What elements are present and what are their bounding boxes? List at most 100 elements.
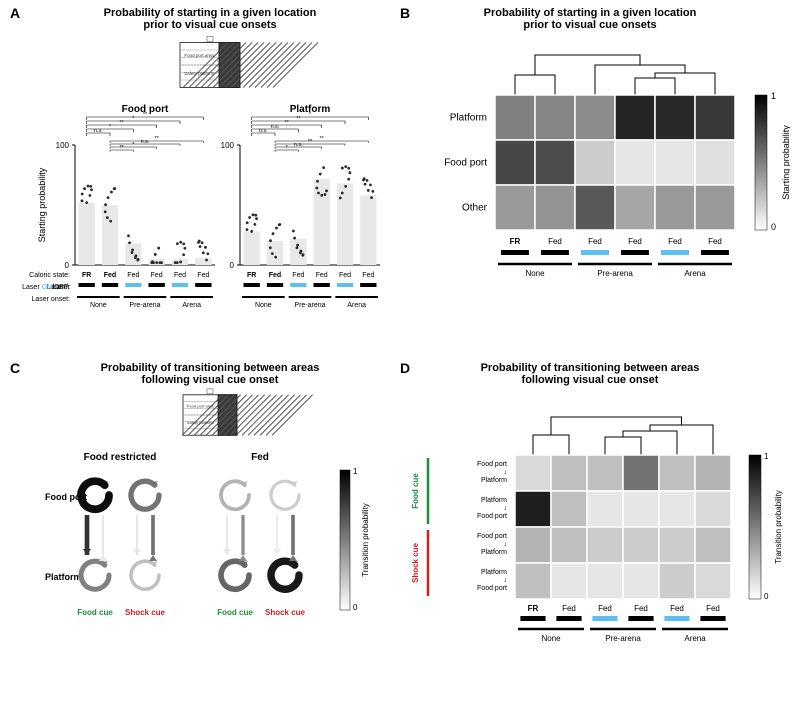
svg-text:Fed: Fed — [588, 237, 602, 246]
svg-text:Fed: Fed — [670, 604, 684, 613]
svg-text:Food cue: Food cue — [411, 473, 420, 509]
svg-text:FR: FR — [510, 237, 521, 246]
svg-text:0: 0 — [353, 603, 358, 612]
svg-text:Caloric state:: Caloric state: — [29, 272, 70, 279]
panel-c-title: Probability of transitioning between are… — [50, 362, 370, 386]
panel-b: B Probability of starting in a given loc… — [400, 5, 790, 345]
svg-text:Fed: Fed — [197, 272, 209, 279]
svg-text:Fed: Fed — [104, 272, 116, 279]
svg-text:Food port area: Food port area — [187, 404, 214, 409]
svg-text:Fed: Fed — [127, 272, 139, 279]
svg-text:Platform: Platform — [481, 569, 507, 576]
svg-text:Transition probability: Transition probability — [361, 503, 370, 577]
svg-text:Platform: Platform — [481, 549, 507, 556]
svg-text:Arena: Arena — [347, 302, 366, 309]
svg-text:Other: Other — [462, 203, 488, 214]
svg-text:Pre-arena: Pre-arena — [597, 269, 633, 278]
panel-c: C Probability of transitioning between a… — [10, 360, 390, 700]
svg-text:Fed: Fed — [251, 452, 269, 463]
svg-text:Food port area: Food port area — [184, 53, 214, 58]
svg-text:Food port: Food port — [444, 158, 487, 169]
svg-text:Food port: Food port — [477, 461, 507, 468]
svg-text:Food port: Food port — [477, 533, 507, 540]
svg-text:0: 0 — [230, 261, 235, 270]
svg-text:Food restricted: Food restricted — [84, 452, 157, 463]
svg-text:Arena: Arena — [684, 269, 706, 278]
svg-text:Safety platform: Safety platform — [187, 420, 215, 425]
svg-text:↓: ↓ — [504, 469, 508, 476]
svg-text:↓: ↓ — [504, 541, 508, 548]
svg-text:Fed: Fed — [269, 272, 281, 279]
panel-d-label: D — [400, 360, 410, 376]
svg-text:n.s.: n.s. — [294, 142, 303, 148]
svg-text:1: 1 — [764, 452, 769, 461]
svg-text:Shock cue: Shock cue — [411, 542, 420, 583]
svg-text:↓: ↓ — [504, 577, 508, 584]
svg-text:100: 100 — [221, 141, 235, 150]
panel-d-svg: Food port↓PlatformPlatform↓Food portFood… — [400, 360, 790, 700]
svg-text:Fed: Fed — [548, 237, 562, 246]
svg-text:Laser ON/OFF:: Laser ON/OFF: — [22, 284, 70, 291]
svg-text:Platform: Platform — [45, 572, 82, 582]
svg-text:0: 0 — [764, 592, 769, 601]
panel-b-label: B — [400, 5, 410, 21]
svg-text:None: None — [541, 634, 561, 643]
svg-text:FR: FR — [528, 604, 539, 613]
panel-b-title: Probability of starting in a given locat… — [420, 7, 760, 31]
svg-text:Food port: Food port — [477, 513, 507, 520]
svg-text:FR: FR — [82, 272, 91, 279]
svg-text:Fed: Fed — [706, 604, 720, 613]
svg-text:FR: FR — [247, 272, 256, 279]
svg-text:0: 0 — [65, 261, 70, 270]
panel-a-title: Probability of starting in a given locat… — [50, 7, 370, 31]
svg-text:Starting probability: Starting probability — [37, 167, 47, 242]
panel-a-svg: Food port areaSafety platformFood port01… — [10, 5, 390, 345]
svg-text:Pre-arena: Pre-arena — [129, 302, 160, 309]
svg-text:0: 0 — [771, 222, 776, 232]
panel-c-label: C — [10, 360, 20, 376]
svg-text:Fed: Fed — [362, 272, 374, 279]
svg-text:Fed: Fed — [151, 272, 163, 279]
svg-text:Shock cue: Shock cue — [265, 608, 306, 617]
panel-d: D Probability of transitioning between a… — [400, 360, 790, 700]
svg-text:Food port: Food port — [477, 585, 507, 592]
svg-text:1: 1 — [353, 467, 358, 476]
panel-c-svg: Food port area Safety platform Food restri… — [10, 360, 390, 700]
panel-a-label: A — [10, 5, 20, 21]
panel-a: A Probability of starting in a given loc… — [10, 5, 390, 345]
svg-text:Transition probability: Transition probability — [774, 490, 783, 564]
svg-text:100: 100 — [56, 141, 70, 150]
svg-text:Platform: Platform — [481, 477, 507, 484]
svg-text:Platform: Platform — [450, 113, 487, 124]
svg-text:Fed: Fed — [668, 237, 682, 246]
svg-text:Starting probability: Starting probability — [781, 125, 790, 200]
svg-text:Fed: Fed — [562, 604, 576, 613]
svg-text:↓: ↓ — [504, 505, 508, 512]
svg-text:Shock cue: Shock cue — [125, 608, 166, 617]
svg-text:Fed: Fed — [316, 272, 328, 279]
svg-text:Fed: Fed — [598, 604, 612, 613]
svg-text:Laser onset:: Laser onset: — [31, 296, 70, 303]
svg-text:Arena: Arena — [684, 634, 706, 643]
svg-text:Food cue: Food cue — [217, 608, 253, 617]
figure-page: A Probability of starting in a given loc… — [0, 0, 800, 705]
svg-text:1: 1 — [771, 91, 776, 101]
svg-text:Fed: Fed — [634, 604, 648, 613]
svg-text:None: None — [255, 302, 272, 309]
svg-text:Fed: Fed — [708, 237, 722, 246]
svg-text:Fed: Fed — [339, 272, 351, 279]
svg-text:n.s.: n.s. — [141, 139, 150, 145]
svg-text:Pre-arena: Pre-arena — [294, 302, 325, 309]
svg-text:Fed: Fed — [292, 272, 304, 279]
svg-text:Safety platform: Safety platform — [184, 71, 215, 76]
panel-b-svg: Platform Food port Other FR Fed Fed Fed Fed Fed N… — [400, 5, 790, 345]
svg-text:Fed: Fed — [174, 272, 186, 279]
svg-text:Food cue: Food cue — [77, 608, 113, 617]
svg-text:Pre-arena: Pre-arena — [605, 634, 641, 643]
svg-text:None: None — [525, 269, 545, 278]
svg-text:Arena: Arena — [182, 302, 201, 309]
svg-text:None: None — [90, 302, 107, 309]
panel-d-title: Probability of transitioning between are… — [420, 362, 760, 386]
svg-text:Platform: Platform — [481, 497, 507, 504]
svg-text:Fed: Fed — [628, 237, 642, 246]
